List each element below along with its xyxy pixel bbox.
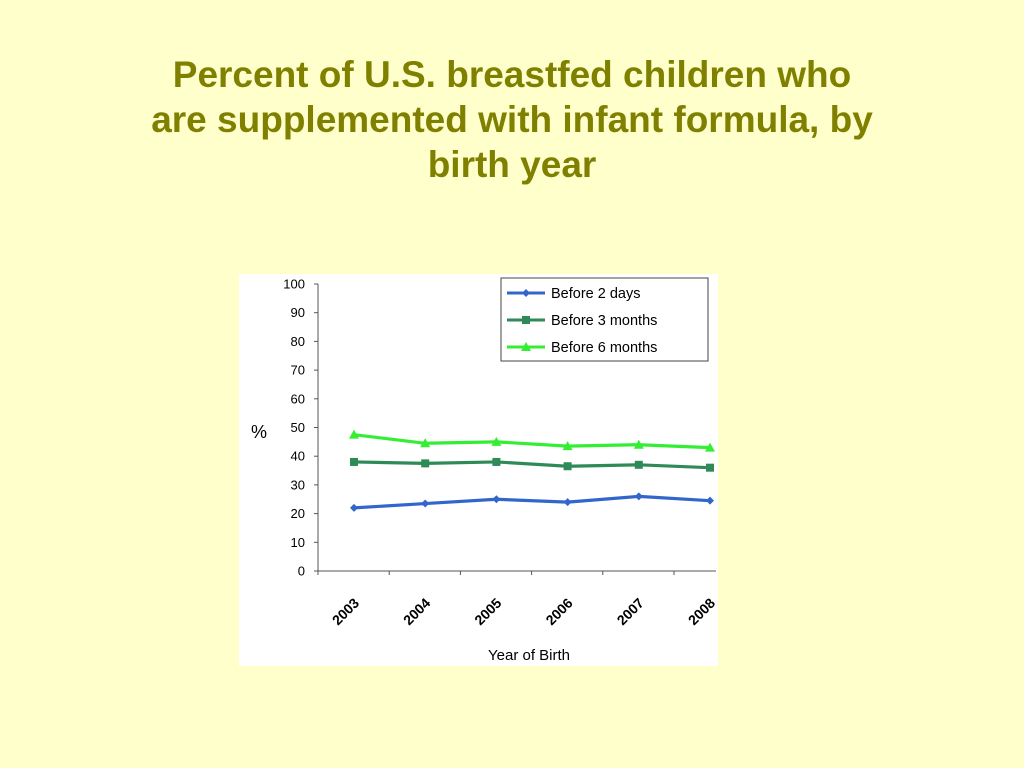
x-axis: 2003 2004 2005 2006 2007 2008	[317, 570, 718, 628]
y-tick-label: 100	[283, 277, 305, 292]
series-layer	[349, 429, 715, 512]
series-line	[353, 494, 711, 510]
x-tick-label: 2004	[400, 595, 433, 628]
data-point	[492, 495, 501, 504]
x-axis-label: Year of Birth	[488, 647, 570, 664]
slide-title-line: are supplemented with infant formula, by	[151, 99, 873, 140]
series	[350, 457, 714, 472]
legend-label: Before 2 days	[551, 286, 640, 302]
legend: Before 2 days Before 3 months Before 6 mon…	[500, 277, 709, 362]
data-point	[492, 457, 501, 466]
series	[350, 492, 714, 512]
legend-item: Before 6 months	[507, 340, 657, 356]
data-point	[350, 503, 358, 512]
data-point	[562, 441, 573, 451]
data-point	[563, 498, 572, 507]
data-point	[563, 462, 572, 471]
x-tick-label: 2003	[329, 595, 362, 628]
slide-title: Percent of U.S. breastfed children who a…	[40, 52, 984, 187]
data-point	[705, 442, 715, 452]
y-tick-label: 0	[298, 564, 305, 579]
data-point	[634, 460, 643, 469]
data-point	[633, 439, 644, 449]
x-tick-label: 2006	[542, 595, 575, 628]
data-point	[634, 492, 643, 501]
data-point	[706, 463, 714, 472]
chart-panel: 0 10 20 30 40 50 60 70 80 90 100 2003 2004 2005 2006 2…	[239, 274, 718, 666]
data-point	[420, 438, 431, 448]
x-tick-label: 2007	[614, 595, 647, 628]
y-tick-label: 20	[291, 506, 305, 521]
legend-marker	[522, 289, 530, 297]
data-point	[421, 459, 430, 468]
y-tick-label: 80	[291, 334, 305, 349]
data-point	[706, 496, 714, 505]
y-tick-label: 70	[291, 363, 305, 378]
y-tick-label: 50	[291, 420, 305, 435]
y-tick-label: 30	[291, 477, 305, 492]
legend-item: Before 3 months	[507, 313, 657, 329]
data-point	[491, 436, 502, 446]
y-axis: 0 10 20 30 40 50 60 70 80 90 100	[283, 277, 319, 579]
data-point	[421, 499, 430, 508]
legend-marker	[521, 342, 531, 351]
series	[349, 429, 715, 452]
y-tick-label: 10	[291, 535, 305, 550]
series-line	[353, 433, 711, 450]
legend-label: Before 6 months	[551, 340, 657, 356]
series-line	[353, 460, 711, 470]
data-point	[350, 457, 358, 466]
y-tick-label: 90	[291, 305, 305, 320]
legend-label: Before 3 months	[551, 313, 657, 329]
slide-title-line: birth year	[427, 144, 597, 185]
y-tick-label: 60	[291, 391, 305, 406]
y-axis-label: %	[251, 422, 267, 442]
data-point	[349, 429, 359, 439]
x-tick-label: 2005	[471, 595, 504, 628]
y-tick-label: 40	[291, 449, 305, 464]
x-tick-label: 2008	[685, 595, 718, 628]
legend-marker	[522, 316, 530, 324]
legend-item: Before 2 days	[507, 286, 640, 302]
slide-title-line: Percent of U.S. breastfed children who	[172, 54, 852, 95]
